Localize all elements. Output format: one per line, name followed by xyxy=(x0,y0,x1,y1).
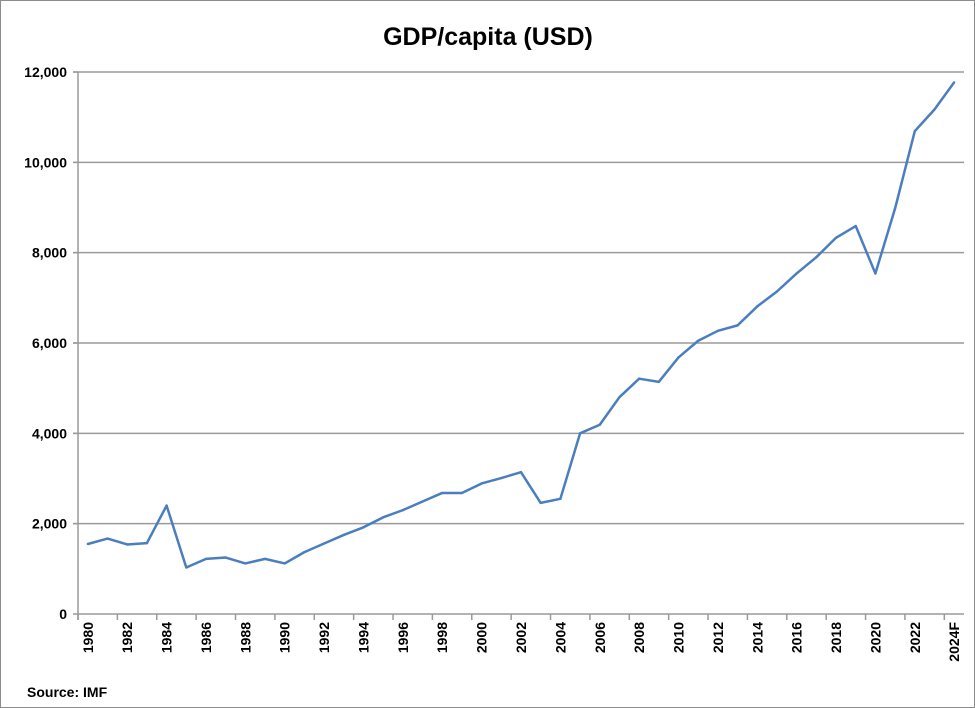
x-tick-label: 2018 xyxy=(828,622,844,653)
data-point-2013 xyxy=(736,324,739,327)
x-tick-label: 1982 xyxy=(119,622,135,653)
data-point-2015 xyxy=(775,290,779,293)
data-point-2022 xyxy=(913,129,916,133)
data-point-2003 xyxy=(539,501,542,505)
x-tick-label: 2022 xyxy=(907,622,923,653)
x-tick-label: 2004 xyxy=(552,622,568,653)
data-point-2023 xyxy=(933,108,936,111)
data-point-1985 xyxy=(185,566,188,569)
y-tick-label: 0 xyxy=(59,606,67,622)
x-tick-label: 2002 xyxy=(513,622,529,653)
data-point-1995 xyxy=(381,516,385,519)
x-tick-label: 1996 xyxy=(395,622,411,653)
data-point-1983 xyxy=(145,541,149,545)
data-point-2012 xyxy=(716,329,720,333)
data-point-1989 xyxy=(263,557,267,561)
data-point-2004 xyxy=(559,497,562,501)
data-point-2014 xyxy=(756,305,759,308)
x-axis: 1980 1982 1984 1986 1988 1990 1992 1994 1996 1998… xyxy=(77,72,964,662)
data-point-1984 xyxy=(165,504,168,507)
y-tick-label: 8,000 xyxy=(32,245,67,261)
x-tick-label: 1992 xyxy=(316,622,332,653)
data-point-1980 xyxy=(86,542,90,546)
y-tick-label: 6,000 xyxy=(32,335,67,351)
series-gdp-per-capita xyxy=(86,81,956,569)
data-point-2002 xyxy=(519,470,523,474)
data-point-1987 xyxy=(224,556,227,559)
data-point-1999 xyxy=(460,491,464,495)
data-point-2000 xyxy=(480,482,483,485)
data-point-2021 xyxy=(893,207,897,210)
data-point-1991 xyxy=(303,550,306,554)
data-point-2009 xyxy=(657,380,661,384)
data-point-2006 xyxy=(598,423,601,426)
x-tick-label: 1980 xyxy=(80,622,96,653)
data-point-1997 xyxy=(421,500,424,503)
y-tick-label: 4,000 xyxy=(32,425,67,441)
data-point-2024F xyxy=(952,81,956,84)
data-point-2019 xyxy=(854,224,857,228)
data-point-1994 xyxy=(362,526,365,529)
x-tick-label: 2010 xyxy=(671,622,687,653)
source-note: Source: IMF xyxy=(27,684,108,700)
x-tick-label: 2008 xyxy=(631,622,647,653)
data-point-2011 xyxy=(697,339,700,342)
y-tick-label: 2,000 xyxy=(32,516,67,532)
x-tick-label: 1990 xyxy=(277,622,293,653)
x-tick-label: 2000 xyxy=(474,622,490,653)
x-tick-label: 2020 xyxy=(867,622,883,653)
data-point-1992 xyxy=(322,542,326,545)
data-point-2005 xyxy=(578,432,582,435)
y-tick-label: 10,000 xyxy=(24,154,67,170)
data-point-1996 xyxy=(401,508,405,512)
data-point-2007 xyxy=(618,396,621,399)
y-tick-label: 12,000 xyxy=(24,64,67,80)
data-point-2020 xyxy=(874,272,877,275)
x-tick-label: 1988 xyxy=(237,622,253,653)
data-point-2017 xyxy=(815,255,818,259)
y-axis-tick-labels: 0 2,000 4,000 6,000 8,000 10,000 12,000 xyxy=(24,64,67,622)
x-tick-label: 2006 xyxy=(592,622,608,653)
x-tick-label: 1998 xyxy=(434,622,450,653)
data-point-1998 xyxy=(441,491,444,495)
data-point-1988 xyxy=(244,562,247,565)
data-point-2010 xyxy=(677,356,680,359)
x-tick-label: 2016 xyxy=(789,622,805,653)
x-tick-label: 2014 xyxy=(749,622,765,653)
chart-title: GDP/capita (USD) xyxy=(383,23,593,51)
x-tick-label: 2012 xyxy=(710,622,726,653)
data-point-1993 xyxy=(342,533,345,537)
gridlines xyxy=(73,71,964,615)
data-point-1990 xyxy=(283,562,286,565)
data-point-1986 xyxy=(204,557,208,561)
data-point-2008 xyxy=(637,377,641,380)
x-tick-label: 1984 xyxy=(159,622,175,653)
data-point-2001 xyxy=(500,476,503,480)
x-tick-label: 1986 xyxy=(198,622,214,653)
data-point-2018 xyxy=(834,236,838,239)
series-line xyxy=(87,81,956,569)
data-point-1982 xyxy=(126,543,129,546)
data-point-1981 xyxy=(106,537,109,540)
data-point-2016 xyxy=(795,272,798,275)
x-tick-label: 2024F xyxy=(946,622,962,662)
x-tick-label: 1994 xyxy=(355,622,371,653)
